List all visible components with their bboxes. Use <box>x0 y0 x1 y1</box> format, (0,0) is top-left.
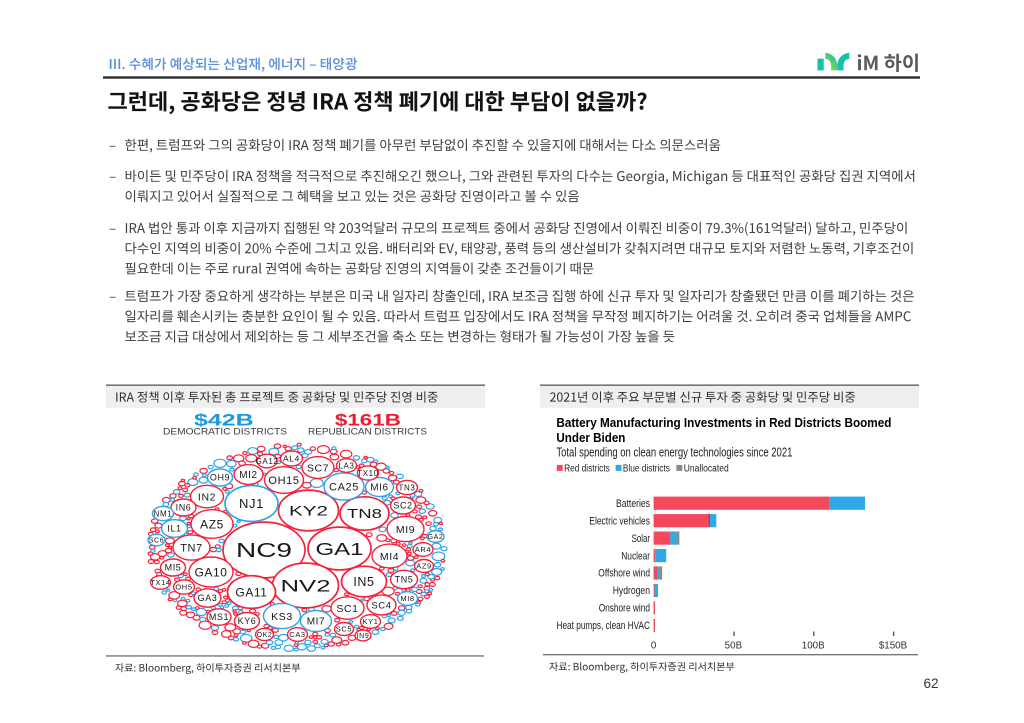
svg-text:KS3: KS3 <box>271 611 293 623</box>
svg-text:OH15: OH15 <box>268 475 299 487</box>
svg-text:IN6: IN6 <box>176 503 192 513</box>
svg-text:Hydrogen: Hydrogen <box>613 585 650 597</box>
svg-text:MI8: MI8 <box>400 594 414 603</box>
svg-text:GA3: GA3 <box>198 593 218 603</box>
svg-text:TN8: TN8 <box>347 507 382 521</box>
svg-text:MI7: MI7 <box>307 617 325 628</box>
svg-text:NC9: NC9 <box>236 540 292 562</box>
svg-text:Heat pumps, clean HVAC: Heat pumps, clean HVAC <box>557 620 651 632</box>
svg-text:MI9: MI9 <box>396 524 415 536</box>
svg-text:IN5: IN5 <box>353 575 374 589</box>
svg-text:Total spending on clean energy: Total spending on clean energy technolog… <box>556 444 792 459</box>
svg-text:GA1: GA1 <box>316 539 364 559</box>
svg-text:$42B: $42B <box>194 411 254 429</box>
svg-text:Unallocated: Unallocated <box>684 463 729 474</box>
svg-text:OH5: OH5 <box>175 583 192 592</box>
svg-text:TX14: TX14 <box>150 578 170 587</box>
svg-text:NM1: NM1 <box>154 509 173 518</box>
svg-text:50B: 50B <box>725 640 743 651</box>
svg-text:MI5: MI5 <box>165 563 182 573</box>
svg-text:SC1: SC1 <box>336 603 358 615</box>
svg-text:KY6: KY6 <box>238 616 257 626</box>
svg-text:Battery Manufacturing Investme: Battery Manufacturing Investments in Red… <box>556 415 891 430</box>
svg-text:MI4: MI4 <box>380 551 399 563</box>
svg-text:$161B: $161B <box>335 411 401 429</box>
svg-text:AZ9: AZ9 <box>416 562 432 571</box>
svg-text:MS1: MS1 <box>209 612 229 622</box>
svg-text:AR4: AR4 <box>415 545 431 554</box>
svg-text:OH9: OH9 <box>210 473 230 483</box>
svg-text:Offshore wind: Offshore wind <box>598 568 650 580</box>
svg-text:100B: 100B <box>802 640 825 651</box>
svg-text:0: 0 <box>651 640 657 651</box>
svg-text:Nuclear: Nuclear <box>621 550 650 562</box>
svg-text:62: 62 <box>923 676 938 691</box>
svg-text:Electric vehicles: Electric vehicles <box>589 515 650 527</box>
svg-text:GA11: GA11 <box>235 585 267 599</box>
svg-text:Under Biden: Under Biden <box>556 430 625 445</box>
svg-text:Red districts: Red districts <box>564 463 610 474</box>
svg-text:CA3: CA3 <box>289 630 305 639</box>
svg-text:NJ1: NJ1 <box>239 496 264 511</box>
svg-text:SC7: SC7 <box>307 462 329 474</box>
svg-text:SC6: SC6 <box>149 538 164 545</box>
svg-text:LA3: LA3 <box>338 461 354 470</box>
svg-text:CA25: CA25 <box>329 482 359 494</box>
svg-text:KY1: KY1 <box>363 617 379 626</box>
svg-text:SC2: SC2 <box>393 501 412 511</box>
svg-text:TN7: TN7 <box>180 543 203 555</box>
svg-text:SC4: SC4 <box>371 600 391 611</box>
svg-text:$150B: $150B <box>879 640 908 651</box>
svg-text:KY2: KY2 <box>289 503 328 519</box>
svg-text:TN3: TN3 <box>399 483 416 492</box>
svg-text:Solar: Solar <box>632 533 651 545</box>
svg-text:IL1: IL1 <box>167 524 181 534</box>
svg-text:GA2: GA2 <box>428 534 444 541</box>
svg-text:AL4: AL4 <box>283 454 300 464</box>
svg-text:MI2: MI2 <box>239 470 257 481</box>
svg-text:REPUBLICAN DISTRICTS: REPUBLICAN DISTRICTS <box>308 426 427 436</box>
svg-text:IN9: IN9 <box>357 633 370 640</box>
svg-text:AZ5: AZ5 <box>200 517 224 531</box>
svg-text:GA12: GA12 <box>256 457 279 466</box>
svg-text:DEMOCRATIC DISTRICTS: DEMOCRATIC DISTRICTS <box>163 426 287 436</box>
svg-text:Blue districts: Blue districts <box>623 463 670 474</box>
svg-text:TX10: TX10 <box>357 469 379 478</box>
svg-text:Onshore wind: Onshore wind <box>599 603 650 615</box>
svg-text:OK2: OK2 <box>257 632 273 639</box>
svg-text:GA10: GA10 <box>194 565 227 579</box>
svg-text:IN2: IN2 <box>198 491 216 503</box>
svg-text:Batteries: Batteries <box>616 498 650 510</box>
svg-text:MI6: MI6 <box>370 483 388 494</box>
svg-text:TN5: TN5 <box>395 575 414 585</box>
svg-text:SC5: SC5 <box>336 625 352 634</box>
svg-text:NV2: NV2 <box>281 577 331 596</box>
